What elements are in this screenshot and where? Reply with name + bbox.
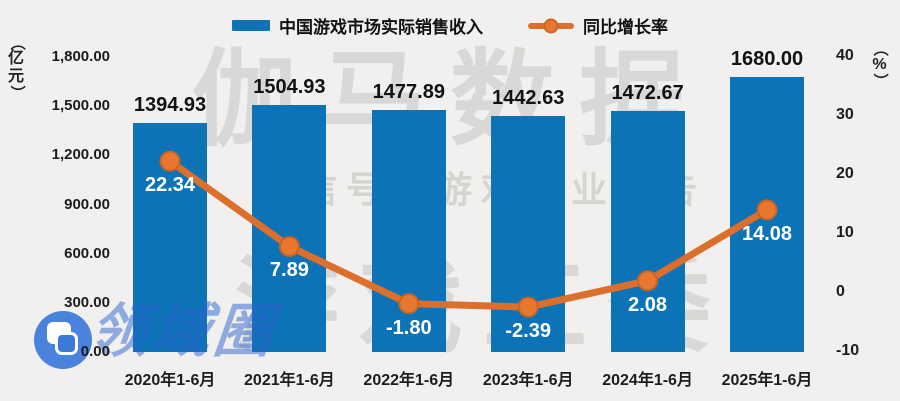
bar-value-label: 1504.93 (253, 76, 326, 99)
left-axis-tick-label: 1,200.00 (51, 146, 110, 164)
bar-value-label: 1472.67 (611, 81, 684, 104)
line-point-label: -1.80 (386, 316, 432, 339)
line-point (159, 150, 181, 172)
left-axis-unit: （亿元） (7, 35, 25, 101)
left-axis-tick-label: 1,800.00 (51, 48, 110, 65)
line-point (756, 199, 778, 221)
watermark-lingyuquan-text: 领域圈 (86, 299, 280, 364)
right-axis-tick-label: -10 (836, 342, 860, 359)
right-axis-unit: （%） (871, 41, 889, 89)
line-point (637, 270, 659, 292)
right-axis-tick-label: 0 (836, 283, 845, 300)
line-point-label: 7.89 (269, 259, 309, 282)
line-marker-icon (543, 18, 559, 33)
x-axis-label: 2025年1-6月 (721, 372, 813, 389)
bar-series-swatch (232, 20, 270, 31)
line-point-label: 14.08 (741, 222, 793, 245)
left-axis-tick-label: 600.00 (64, 244, 110, 262)
bar-value-label: 1442.63 (492, 86, 565, 109)
line-point (398, 293, 420, 315)
bar (610, 110, 685, 352)
x-axis-label: 2023年1-6月 (482, 372, 574, 389)
x-axis-label: 2021年1-6月 (244, 372, 335, 389)
line-point-label: -2.39 (505, 320, 551, 343)
line-point (517, 296, 539, 318)
right-axis-tick-label: 20 (836, 165, 854, 182)
left-axis-tick-label: 300.00 (64, 293, 110, 311)
left-axis-tick-label: 0.00 (80, 343, 110, 360)
bar-value-label: 1477.89 (372, 80, 445, 103)
line-series-swatch (528, 18, 574, 33)
overlapping-squares-logo-icon (34, 311, 92, 369)
right-axis-tick-label: 10 (836, 224, 854, 241)
chart-legend: 中国游戏市场实际销售收入 同比增长率 (232, 13, 668, 38)
x-axis-label: 2020年1-6月 (124, 372, 216, 389)
bar-value-label: 1394.93 (133, 94, 207, 117)
right-axis-tick-label: 40 (836, 47, 854, 64)
x-axis-label: 2024年1-6月 (602, 372, 693, 389)
bar-series-label: 中国游戏市场实际销售收入 (279, 18, 483, 37)
left-axis-tick-label: 1,500.00 (51, 97, 110, 115)
left-axis-tick-label: 900.00 (64, 195, 110, 213)
watermark-lingyuquan: 领域圈 (0, 295, 320, 385)
line-series-label: 同比增长率 (583, 18, 668, 37)
right-axis-tick-label: 30 (836, 106, 854, 123)
bar-value-label: 1680.00 (730, 47, 804, 70)
line-point-label: 22.34 (144, 174, 196, 197)
x-axis-label: 2022年1-6月 (363, 372, 455, 389)
line-point-label: 2.08 (628, 293, 668, 316)
line-point (278, 235, 300, 257)
